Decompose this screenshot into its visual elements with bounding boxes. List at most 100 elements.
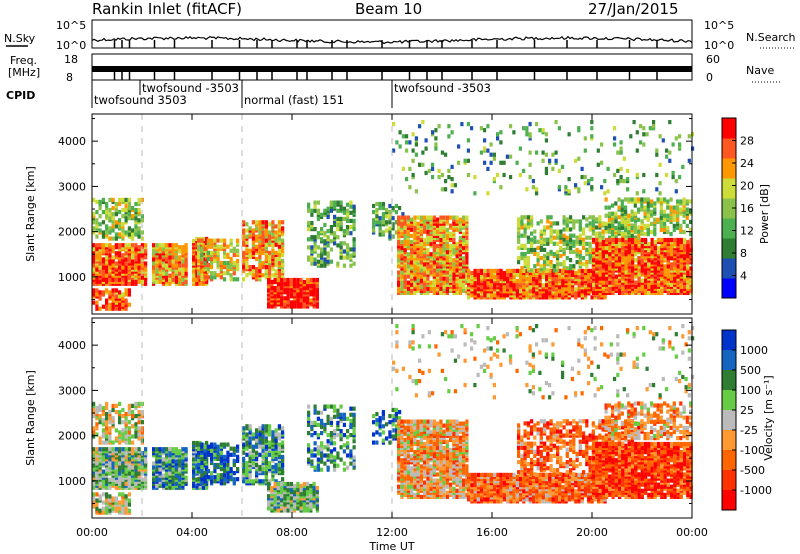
echo-cell: [682, 213, 686, 218]
echo-cell: [681, 164, 685, 169]
echo-cell: [539, 245, 543, 250]
echo-cell: [616, 150, 620, 155]
echo-cell: [457, 144, 461, 149]
echo-cell: [598, 235, 602, 240]
echo-cell: [538, 128, 542, 133]
echo-cell: [452, 272, 456, 277]
echo-cell: [603, 191, 607, 196]
echo-cell: [333, 200, 337, 205]
echo-cell: [134, 224, 138, 229]
echo-cell: [627, 232, 631, 237]
echo-cell: [639, 140, 643, 145]
echo-cell: [678, 134, 682, 139]
colorbar-tick-label: 28: [740, 135, 754, 148]
echo-cell: [181, 263, 185, 268]
echo-cell: [131, 214, 135, 219]
echo-cell: [108, 426, 112, 431]
echo-cell: [114, 212, 118, 217]
echo-cell: [518, 172, 522, 178]
echo-cell: [251, 265, 255, 270]
echo-cell: [663, 197, 667, 202]
echo-cell: [452, 250, 456, 255]
echo-cell: [421, 120, 425, 125]
echo-cell: [656, 217, 660, 222]
echo-cell: [388, 226, 392, 231]
echo-cell: [216, 263, 220, 268]
echo-cell: [627, 246, 631, 251]
echo-cell: [546, 241, 550, 246]
echo-cell: [601, 235, 605, 240]
echo-cell: [134, 471, 138, 476]
echo-cell: [556, 221, 560, 226]
echo-cell: [679, 207, 683, 212]
echo-cell: [587, 181, 591, 186]
echo-cell: [436, 250, 440, 255]
echo-cell: [620, 225, 624, 231]
echo-cell: [591, 231, 595, 236]
echo-cell: [310, 208, 314, 213]
echo-cell: [394, 220, 398, 225]
echo-cell: [520, 225, 524, 230]
echo-cell: [470, 270, 474, 276]
echo-cell: [346, 218, 350, 223]
echo-cell: [416, 284, 420, 289]
echo-cell: [118, 197, 122, 202]
echo-cell: [105, 453, 109, 458]
echo-cell: [326, 243, 330, 248]
echo-cell: [105, 288, 109, 293]
echo-cell: [216, 244, 220, 249]
echo-cell: [528, 122, 532, 127]
noise-right-label: N.Search: [746, 31, 796, 44]
echo-cell: [565, 217, 569, 222]
echo-cell: [108, 230, 112, 235]
echo-cell: [436, 278, 440, 283]
echo-cell: [429, 241, 433, 247]
echo-cell: [466, 122, 470, 127]
echo-cell: [268, 234, 272, 239]
echo-cell: [92, 230, 96, 235]
echo-cell: [627, 225, 631, 231]
echo-cell: [588, 235, 592, 240]
echo-cell: [98, 265, 102, 270]
echo-cell: [98, 407, 102, 413]
echo-cell: [601, 250, 605, 255]
echo-cell: [509, 154, 513, 159]
echo-cell: [618, 256, 622, 261]
echo-cell: [450, 164, 454, 169]
echo-cell: [313, 204, 317, 209]
echo-cell: [339, 216, 343, 221]
echo-cell: [556, 249, 560, 254]
echo-cell: [372, 210, 376, 215]
echo-cell: [423, 241, 427, 247]
echo-cell: [140, 214, 144, 219]
echo-cell: [372, 218, 376, 223]
echo-cell: [659, 209, 663, 214]
echo-cell: [679, 288, 683, 293]
echo-cell: [410, 221, 414, 226]
echo-cell: [181, 259, 185, 264]
echo-cell: [144, 243, 148, 248]
echo-cell: [210, 256, 214, 262]
echo-cell: [583, 175, 587, 180]
echo-cell: [397, 280, 401, 285]
echo-cell: [624, 205, 628, 210]
noise-ytick-top: 10^5: [56, 19, 86, 32]
velocity-cells: [92, 318, 695, 518]
echo-cell: [419, 274, 423, 279]
echo-cell: [339, 200, 343, 205]
echo-cell: [131, 485, 135, 490]
echo-cell: [349, 263, 353, 268]
echo-cell: [535, 187, 539, 192]
echo-cell: [666, 225, 670, 231]
echo-cell: [674, 136, 678, 141]
echo-cell: [575, 239, 579, 244]
echo-cell: [346, 212, 350, 217]
echo-cell: [442, 237, 446, 243]
echo-cell: [465, 221, 469, 226]
echo-cell: [313, 247, 317, 252]
echo-cell: [336, 227, 340, 232]
echo-cell: [408, 166, 412, 171]
echo-cell: [95, 306, 99, 311]
echo-cell: [92, 263, 96, 268]
echo-cell: [192, 273, 196, 278]
